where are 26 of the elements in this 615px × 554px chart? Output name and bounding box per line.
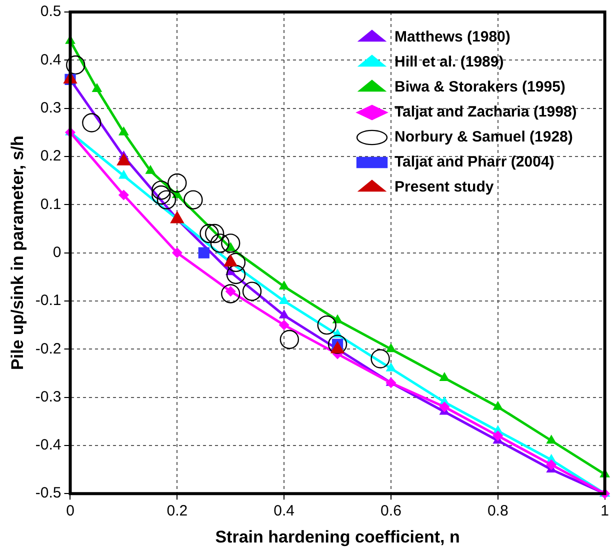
y-tick-label: -0.2 [35, 340, 62, 358]
legend-label: Taljat and Zacharia (1998) [394, 104, 577, 121]
x-tick-label: 0.4 [274, 502, 294, 520]
x-tick-label: 0.2 [166, 502, 188, 520]
y-tick-label: -0.4 [35, 436, 62, 454]
y-tick-label: 0.5 [40, 3, 62, 20]
x-tick-label: 0 [66, 502, 74, 520]
y-tick-label: 0.2 [40, 148, 62, 165]
y-tick-label: 0.3 [40, 99, 62, 116]
legend-label: Norbury & Samuel (1928) [394, 128, 573, 146]
y-tick-label: -0.1 [35, 292, 62, 310]
x-axis-title: Strain hardening coefficient, n [215, 527, 460, 546]
legend-label: Biwa & Storakers (1995) [394, 78, 566, 96]
legend-label: Present study [394, 178, 494, 196]
x-tick-label: 1 [600, 502, 609, 520]
legend-label: Matthews (1980) [394, 28, 510, 46]
y-tick-label: 0.1 [40, 196, 62, 213]
y-tick-label: 0.4 [40, 51, 62, 68]
legend-label: Taljat and Pharr (2004) [394, 154, 554, 171]
y-tick-label: 0 [52, 244, 62, 261]
y-axis-title: Pile up/sink in parameter, s/h [8, 136, 27, 370]
y-tick-label: -0.5 [35, 484, 62, 502]
y-tick-label: -0.3 [35, 388, 62, 406]
x-tick-label: 0.8 [487, 502, 508, 520]
x-tick-label: 0.6 [380, 502, 402, 520]
legend-label: Hill et al. (1989) [394, 54, 504, 71]
